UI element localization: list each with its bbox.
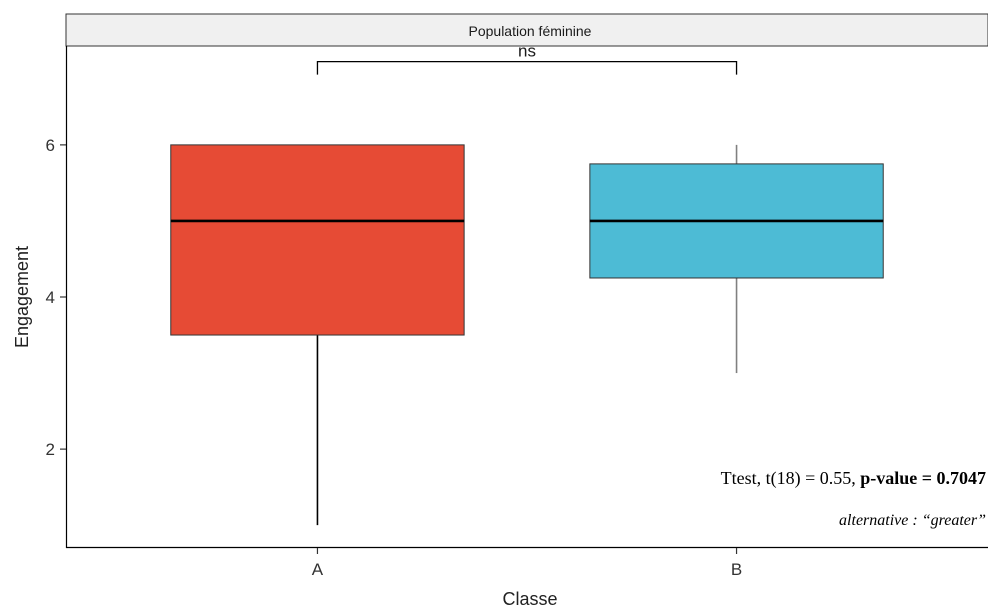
y-tick-label-4: 4 — [46, 288, 55, 307]
test-result-prefix: Ttest, t(18) = 0.55, — [721, 468, 861, 489]
box-a — [170, 144, 465, 336]
facet-title: Population féminine — [469, 23, 592, 39]
x-tick-label-b: B — [731, 560, 742, 579]
y-axis-ticks: 2 4 6 — [46, 136, 66, 459]
y-axis-title: Engagement — [12, 246, 32, 348]
test-result-pvalue: p-value = 0.7047 — [860, 468, 986, 488]
y-tick-label-6: 6 — [46, 136, 55, 155]
facet-strip — [65, 13, 988, 47]
significance-bracket-line — [316, 60, 738, 75]
test-alternative-annotation: alternative : “greater” — [839, 512, 986, 529]
x-tick-label-a: A — [312, 560, 324, 579]
x-axis-title: Classe — [502, 589, 557, 609]
plot-marks — [170, 144, 884, 526]
y-tick-label-2: 2 — [46, 440, 55, 459]
significance-label: ns — [518, 42, 536, 61]
significance-bracket — [316, 60, 738, 75]
test-result-annotation: Ttest, t(18) = 0.55, p-value = 0.7047 — [721, 468, 986, 489]
